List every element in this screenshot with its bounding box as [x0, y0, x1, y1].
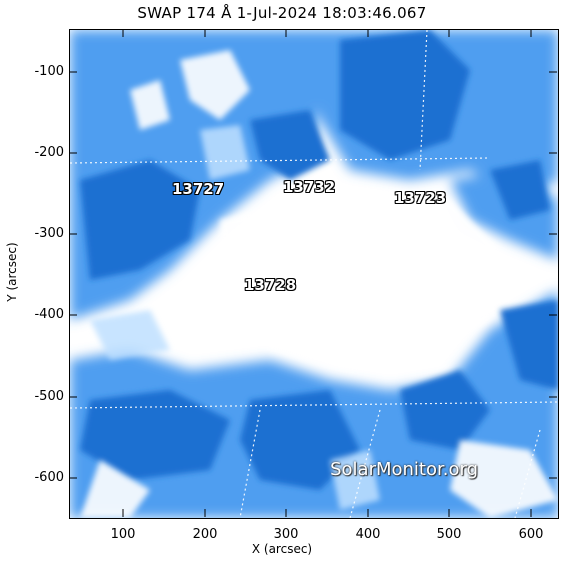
y-tick-label: -100	[34, 64, 64, 79]
x-tick-label: 200	[192, 527, 218, 542]
x-tick-label: 400	[355, 527, 381, 542]
active-region-label: 13732	[283, 178, 336, 196]
image-title: SWAP 174 Å 1-Jul-2024 18:03:46.067	[137, 4, 427, 22]
x-tick-label: 500	[436, 527, 462, 542]
watermark: SolarMonitor.org	[330, 459, 478, 480]
y-tick-label: -600	[34, 470, 64, 485]
y-tick-label: -500	[34, 389, 64, 404]
x-tick-label: 100	[110, 527, 136, 542]
active-region-label: 13723	[394, 189, 447, 207]
y-tick-label: -200	[34, 145, 64, 160]
y-axis-title: Y (arcsec)	[5, 242, 19, 302]
x-tick-label: 600	[518, 527, 544, 542]
active-region-label: 13728	[244, 276, 297, 294]
y-tick-label: -400	[34, 307, 64, 322]
plot-frame	[69, 29, 559, 519]
solar-euv-image	[70, 30, 558, 518]
x-axis-title: X (arcsec)	[251, 542, 313, 556]
y-tick-label: -300	[34, 226, 64, 241]
active-region-label: 13727	[172, 180, 225, 198]
x-tick-label: 300	[273, 527, 299, 542]
